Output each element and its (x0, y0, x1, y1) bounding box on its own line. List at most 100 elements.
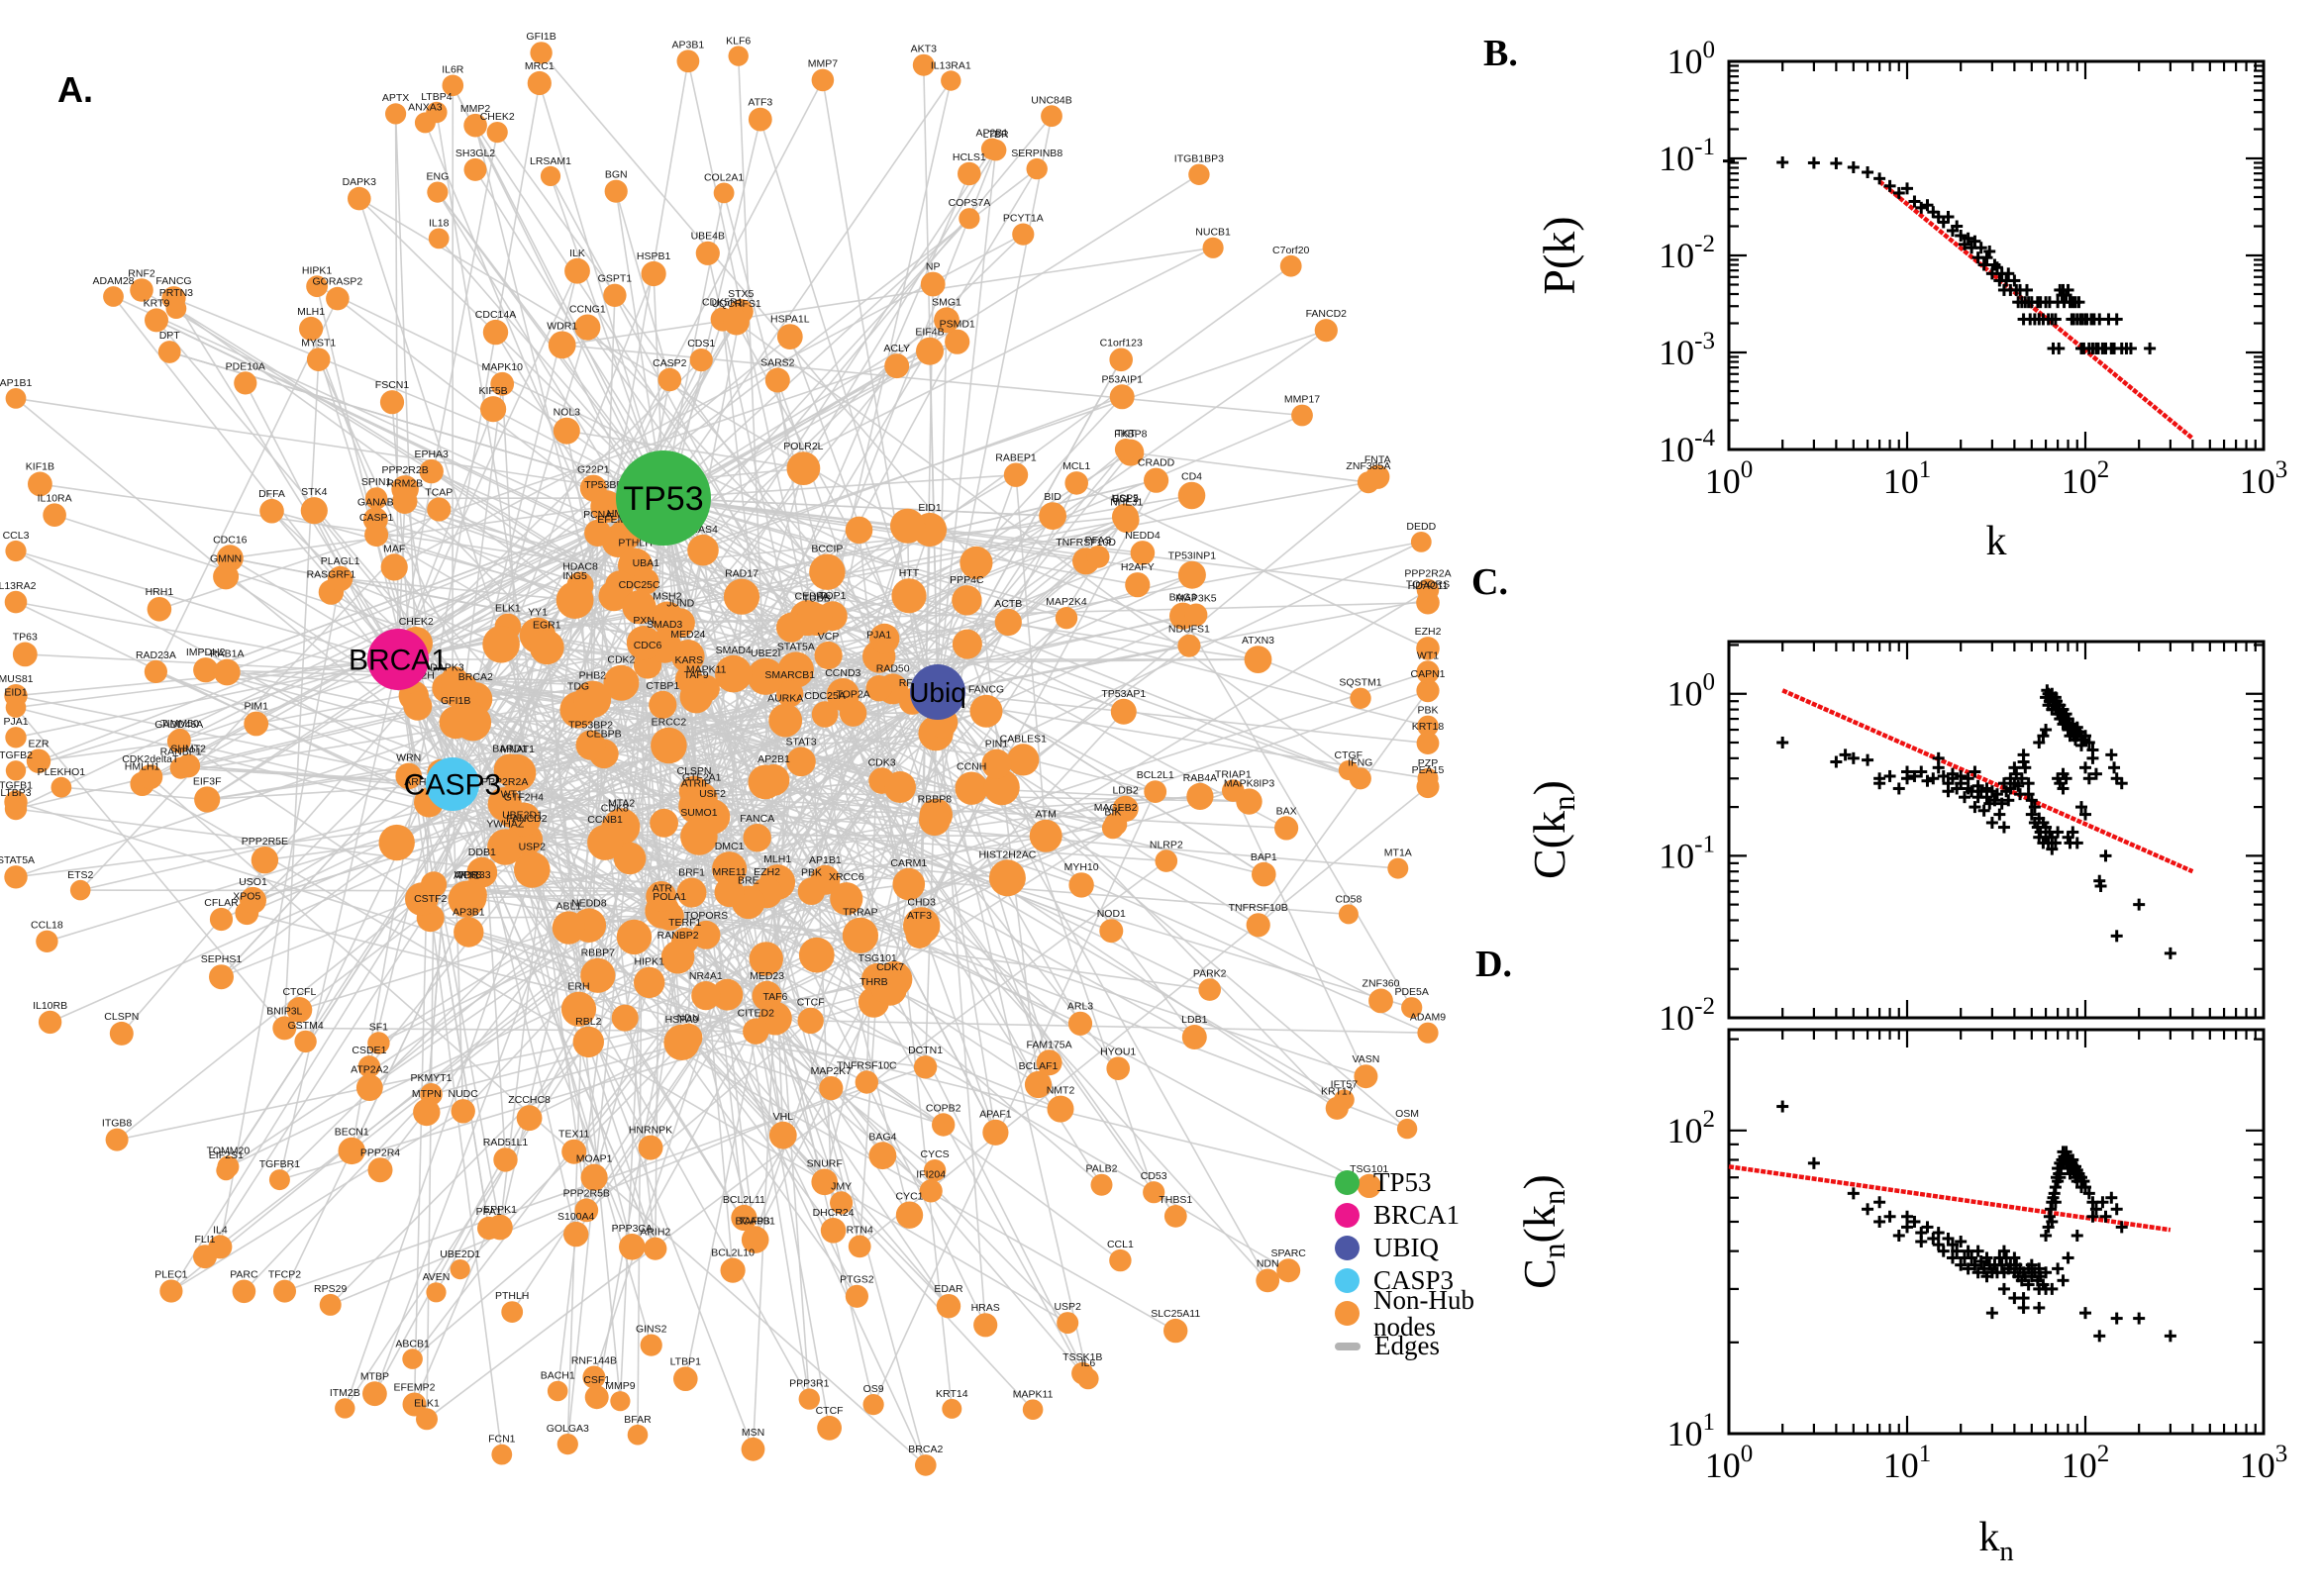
svg-text:IMPDH2: IMPDH2 (186, 647, 226, 658)
nonhub-node-swatch (1335, 1301, 1360, 1326)
svg-text:EPHA3: EPHA3 (414, 449, 449, 460)
legend-item: Non-Hub nodes (1335, 1286, 1543, 1340)
svg-text:CLSPN: CLSPN (104, 1011, 139, 1023)
svg-text:HIST2H2AC: HIST2H2AC (979, 848, 1037, 860)
panel-d-label: D. (1475, 944, 1512, 985)
svg-text:KRT9: KRT9 (144, 297, 170, 309)
svg-text:NOL3: NOL3 (554, 407, 581, 419)
svg-text:RAD23A: RAD23A (136, 649, 176, 661)
svg-text:PZP: PZP (1418, 757, 1438, 769)
svg-text:SHMT2: SHMT2 (170, 744, 206, 755)
svg-text:VCP: VCP (818, 631, 840, 643)
svg-text:CD4: CD4 (1181, 471, 1202, 483)
svg-text:GFI1B: GFI1B (526, 31, 556, 43)
svg-text:KRT18: KRT18 (1412, 721, 1445, 733)
svg-text:BRCA2: BRCA2 (908, 1444, 943, 1455)
svg-text:ARIH2: ARIH2 (640, 1227, 670, 1239)
svg-text:GADD45A: GADD45A (154, 719, 203, 731)
svg-text:KRT17: KRT17 (1321, 1086, 1354, 1098)
legend-label: Edges (1374, 1331, 1440, 1360)
svg-text:GINS2: GINS2 (636, 1324, 667, 1336)
svg-text:GFI1B: GFI1B (441, 695, 470, 707)
svg-text:NUCB1: NUCB1 (1195, 227, 1231, 239)
svg-text:TGFB2: TGFB2 (0, 749, 33, 761)
svg-text:RPS29: RPS29 (314, 1283, 347, 1295)
svg-text:SNURF: SNURF (807, 1158, 843, 1170)
svg-text:IFNG: IFNG (1348, 756, 1372, 768)
svg-text:TRRAP: TRRAP (843, 907, 878, 919)
legend-label: TP53 (1373, 1167, 1432, 1197)
svg-text:BID: BID (1044, 491, 1061, 503)
svg-text:MAP2K4: MAP2K4 (1046, 596, 1087, 608)
svg-text:UBE2I: UBE2I (751, 648, 780, 659)
svg-text:CDK3: CDK3 (868, 756, 896, 768)
svg-text:MLH1: MLH1 (297, 306, 325, 318)
svg-text:EDAR: EDAR (934, 1283, 963, 1295)
svg-text:ZNF360: ZNF360 (1363, 977, 1400, 989)
legend-item: UBIQ (1335, 1232, 1543, 1264)
panel-c-plot: 100 10-1 10-2 C(kn) (1524, 640, 2266, 1038)
svg-text:MRE11: MRE11 (712, 866, 746, 878)
svg-text:MED23: MED23 (750, 970, 784, 982)
svg-text:AP2B1: AP2B1 (758, 753, 790, 765)
svg-text:MAGEB2: MAGEB2 (1094, 802, 1138, 814)
svg-text:AP3B1: AP3B1 (453, 906, 485, 918)
svg-text:SF1: SF1 (369, 1021, 388, 1033)
legend-item: TP53 (1335, 1166, 1543, 1199)
svg-text:ATR: ATR (653, 883, 673, 895)
legend-label: UBIQ (1373, 1233, 1439, 1262)
svg-text:MCL1: MCL1 (1062, 460, 1090, 472)
svg-text:CHEK2: CHEK2 (480, 111, 515, 123)
svg-text:CSDE1: CSDE1 (352, 1045, 386, 1056)
panel-b-label: B. (1483, 33, 1518, 74)
svg-text:KLF6: KLF6 (726, 35, 751, 47)
ubiq-hub-swatch (1335, 1236, 1360, 1260)
svg-text:FANCD2: FANCD2 (506, 813, 548, 825)
svg-text:TP63: TP63 (13, 631, 38, 643)
svg-text:MUS81: MUS81 (0, 673, 34, 685)
svg-text:RAB1A: RAB1A (210, 648, 244, 660)
svg-text:PXN: PXN (633, 615, 655, 627)
svg-text:BECN1: BECN1 (335, 1127, 369, 1139)
svg-text:UBE4B: UBE4B (691, 231, 725, 243)
svg-text:G22P1: G22P1 (577, 464, 610, 476)
svg-text:MAPK8IP3: MAPK8IP3 (1224, 778, 1275, 790)
svg-text:ACTB: ACTB (994, 598, 1022, 610)
svg-text:MLH1: MLH1 (763, 853, 791, 865)
svg-text:BIK: BIK (1104, 806, 1121, 818)
svg-text:MTPN: MTPN (412, 1088, 442, 1100)
svg-text:CDS1: CDS1 (687, 338, 715, 349)
svg-text:ELK1: ELK1 (495, 603, 521, 615)
svg-text:HSPB1: HSPB1 (637, 250, 671, 262)
svg-text:TSG101: TSG101 (858, 952, 897, 964)
svg-text:ATP2A2: ATP2A2 (351, 1063, 388, 1075)
svg-text:101: 101 (1667, 1409, 1716, 1453)
svg-text:TOP1: TOP1 (819, 590, 846, 602)
svg-text:NDUFS1: NDUFS1 (1168, 624, 1210, 636)
svg-text:OSM: OSM (1395, 1108, 1419, 1120)
svg-text:CTCF: CTCF (816, 1405, 844, 1417)
svg-text:Cn(kn): Cn(kn) (1514, 1174, 1571, 1289)
svg-text:BRE: BRE (738, 874, 759, 886)
svg-text:ITM2B: ITM2B (330, 1387, 360, 1399)
svg-text:SQSTM1: SQSTM1 (1339, 677, 1381, 689)
svg-text:TP53AP1: TP53AP1 (1101, 688, 1146, 700)
svg-text:EZH2: EZH2 (1415, 626, 1442, 638)
svg-text:HSPA1L: HSPA1L (770, 313, 810, 325)
svg-text:VASN: VASN (1352, 1053, 1379, 1065)
svg-text:PCYT1A: PCYT1A (1003, 213, 1044, 225)
svg-text:STX5: STX5 (728, 288, 754, 300)
svg-text:GORASP2: GORASP2 (313, 276, 363, 288)
svg-text:UBE2D1: UBE2D1 (502, 809, 543, 821)
svg-text:MAF: MAF (383, 543, 405, 554)
svg-text:BRCA1: BRCA1 (349, 645, 448, 677)
svg-text:PEA15: PEA15 (1412, 764, 1445, 776)
svg-text:BACH1: BACH1 (541, 1370, 575, 1382)
svg-text:ATF3: ATF3 (907, 910, 932, 922)
svg-text:FANCG: FANCG (155, 275, 191, 287)
svg-text:NUDC: NUDC (449, 1088, 479, 1100)
svg-text:IL10RA: IL10RA (38, 492, 72, 504)
svg-text:RAB4A: RAB4A (1183, 772, 1217, 784)
svg-text:PTHLH: PTHLH (495, 1290, 529, 1302)
